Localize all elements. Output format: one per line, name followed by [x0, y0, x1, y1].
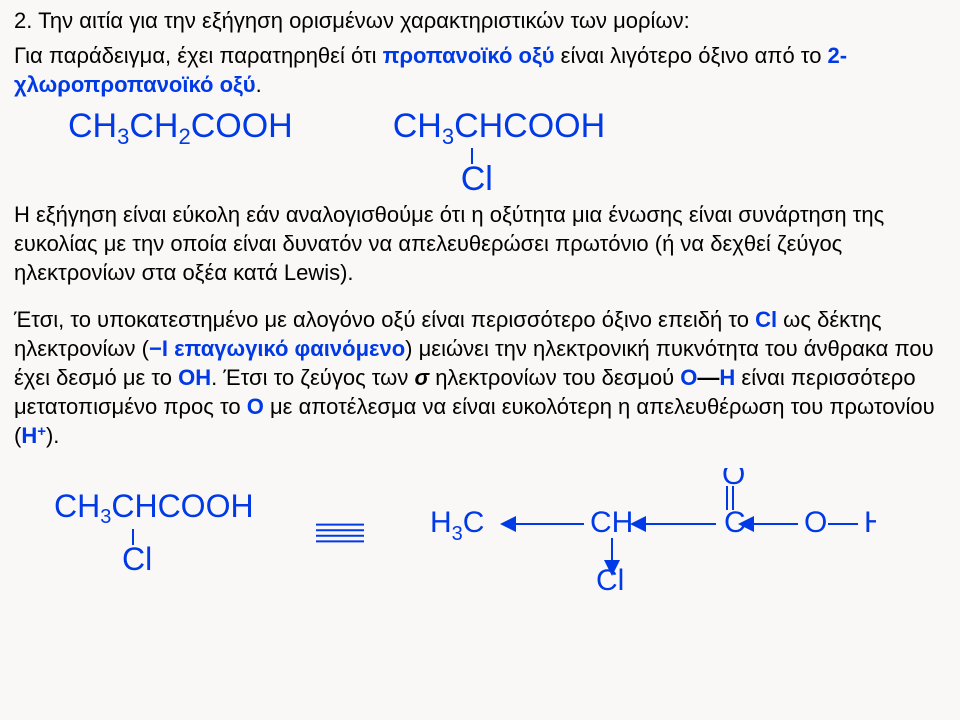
eq-formula: CH3CHCOOHCl — [54, 490, 254, 577]
structure-diagram: H3CCHCOOHCl — [426, 468, 876, 598]
p2-h: Η — [719, 365, 735, 390]
svg-text:Cl: Cl — [596, 564, 624, 597]
equivalence-icon — [314, 519, 366, 547]
p2-sigma: σ — [414, 365, 429, 390]
svg-text:O: O — [804, 506, 827, 539]
p2-cl: Cl — [755, 307, 777, 332]
page: 2. Την αιτία για την εξήγηση ορισμένων χ… — [0, 0, 960, 720]
p2-dash: — — [697, 365, 719, 390]
intro-mid: είναι λιγότερο όξινο από το — [555, 43, 828, 68]
svg-text:H: H — [864, 506, 876, 539]
explain-paragraph-1: Η εξήγηση είναι εύκολη εάν αναλογισθούμε… — [14, 200, 946, 287]
p2-ind: −Ι επαγωγικό φαινόμενο — [149, 336, 405, 361]
intro-paragraph: Για παράδειγμα, έχει παρατηρηθεί ότι προ… — [14, 41, 946, 99]
formula-right: CH3CHCOOHCl — [393, 109, 605, 198]
svg-text:O: O — [722, 468, 745, 491]
svg-text:C: C — [724, 506, 746, 539]
p2-hp-sup: + — [37, 423, 46, 440]
p2e: ηλεκτρονίων του δεσμού — [429, 365, 680, 390]
p2h: ). — [46, 423, 59, 448]
formula-left: CH3CH2COOH — [68, 109, 293, 198]
p2d: . Έτσι το ζεύγος των — [211, 365, 414, 390]
intro-dot: . — [256, 72, 262, 97]
svg-text:H3C: H3C — [430, 506, 484, 545]
intro-pre: Για παράδειγμα, έχει παρατηρηθεί ότι — [14, 43, 383, 68]
p2-oh: OH — [178, 365, 211, 390]
p2-o: Ο — [680, 365, 697, 390]
p2-o2: Ο — [247, 394, 264, 419]
formula-row: CH3CH2COOH CH3CHCOOHCl — [14, 109, 946, 198]
p2a: Έτσι, το υποκατεστημένο με αλογόνο οξύ ε… — [14, 307, 755, 332]
section-heading: 2. Την αιτία για την εξήγηση ορισμένων χ… — [14, 6, 946, 35]
intro-bold-1: προπανοϊκό οξύ — [383, 43, 555, 68]
p2-hp: Η — [21, 423, 37, 448]
equivalence-row: CH3CHCOOHCl H3CCHCOOHCl — [14, 468, 946, 598]
explain-paragraph-2: Έτσι, το υποκατεστημένο με αλογόνο οξύ ε… — [14, 305, 946, 450]
svg-text:CH: CH — [590, 506, 633, 539]
